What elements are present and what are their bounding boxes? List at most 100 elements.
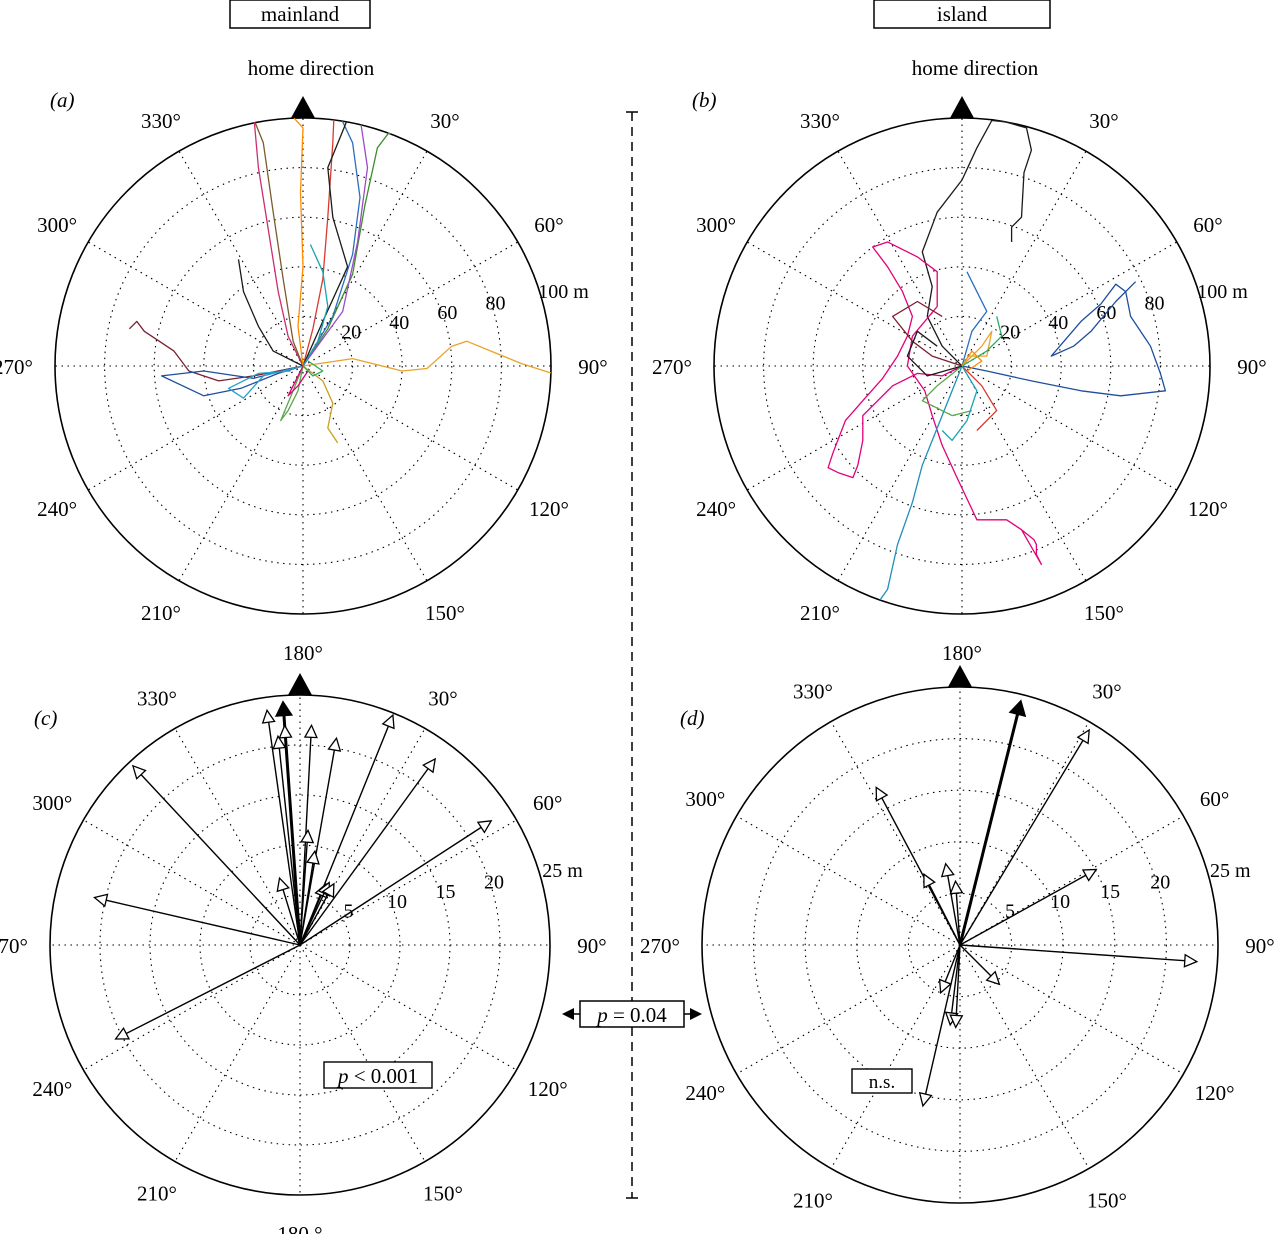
trajectory-9 <box>921 365 973 417</box>
island-title-box: island <box>873 0 1051 29</box>
angle-label-150: 150° <box>1084 601 1124 625</box>
panel-label: (d) <box>680 706 705 730</box>
angle-label-180: 180° <box>283 641 323 665</box>
trajectory-12 <box>128 320 304 382</box>
home-direction-label-left: home direction <box>248 56 375 80</box>
grid-spoke-210 <box>837 365 963 582</box>
grid-ring-20 <box>252 315 354 417</box>
grid-spoke-150 <box>302 365 428 582</box>
radial-tick-label-20: 20 <box>1000 321 1020 343</box>
grid-spoke-330 <box>830 721 961 946</box>
vector-arrowhead-6 <box>327 736 342 752</box>
vector-8 <box>299 768 429 946</box>
angle-label-150: 150° <box>425 601 465 625</box>
angle-label-330: 330° <box>137 686 177 710</box>
grid-ring-40 <box>203 266 403 466</box>
grid-spoke-120 <box>299 944 517 1071</box>
right-arrow-icon <box>690 1008 702 1020</box>
panel-d: (d) 330° 30° 300° 60° 270° 90° 240° 120° 210° 150°… <box>640 665 1275 1234</box>
grid-ring-15 <box>804 789 1116 1101</box>
grid-ring-20 <box>753 738 1167 1152</box>
grid-spoke-240 <box>87 365 304 491</box>
radial-tick-label-10: 10 <box>1050 891 1070 913</box>
radial-tick-label-15: 15 <box>436 881 456 903</box>
angle-label-270: 270° <box>0 934 28 958</box>
angle-label-180: 180 ° <box>277 1222 322 1234</box>
radial-tick-label-5: 5 <box>344 900 354 922</box>
panel-label: (b) <box>692 88 717 112</box>
vector-18 <box>125 944 301 1035</box>
angle-label-330: 330° <box>793 679 833 703</box>
trajectory-2 <box>827 241 1043 566</box>
trajectory-16 <box>227 365 304 399</box>
vector-12 <box>299 893 329 946</box>
vector-12 <box>924 944 961 1095</box>
angle-label-240: 240° <box>696 497 736 521</box>
panel-c: (c) 330° 30° 300° 60° 270° 90° 240° 120° 210° 150°… <box>0 673 607 1234</box>
vector-7 <box>928 884 961 946</box>
mainland-title-box: mainland <box>229 0 371 29</box>
vector-arrowhead-5 <box>303 723 318 739</box>
trajectory-1 <box>921 119 1033 367</box>
grid-spoke-150 <box>961 365 1087 582</box>
angle-label-30: 30° <box>428 686 457 710</box>
angle-label-210: 210° <box>800 601 840 625</box>
radial-tick-label-5: 5 <box>1005 900 1015 922</box>
home-direction-label-right: home direction <box>912 56 1039 80</box>
left-arrow-icon <box>562 1008 574 1020</box>
grid-spoke-30 <box>959 721 1090 946</box>
grid-spoke-150 <box>959 944 1090 1169</box>
vector-15 <box>299 842 308 946</box>
vector-arrowhead-16 <box>131 764 147 780</box>
radial-tick-label-40: 40 <box>389 312 409 334</box>
angle-label-300: 300° <box>37 213 77 237</box>
angle-label-270: 270° <box>652 355 692 379</box>
grid-ring-20 <box>99 744 501 1146</box>
radial-tick-label-20: 20 <box>484 872 504 894</box>
radial-tick-label-40: 40 <box>1048 312 1068 334</box>
radial-tick-label-25: 25 m <box>1210 860 1251 882</box>
angle-label-120: 120° <box>528 1077 568 1101</box>
vector-13 <box>282 889 301 946</box>
stat-text: p < 0.001 <box>336 1064 418 1088</box>
angle-label-90: 90° <box>1245 934 1274 958</box>
angle-label-330: 330° <box>141 109 181 133</box>
panel-label: (c) <box>34 706 57 730</box>
vector-4 <box>284 737 301 946</box>
radial-tick-label-100: 100 m <box>1197 281 1248 303</box>
vector-17 <box>105 899 301 946</box>
grid-spoke-210 <box>178 365 304 582</box>
grid-spoke-330 <box>837 150 963 367</box>
vector-arrowhead-10 <box>938 978 952 995</box>
panel-a: (a) 330° 30° 300° 60° 270° 90° 240° 120° 210° 150°… <box>0 88 608 665</box>
trajectory-4 <box>253 122 304 367</box>
home-direction-marker-icon <box>950 96 974 118</box>
stat-box <box>323 1061 433 1089</box>
trajectory-8 <box>891 300 963 367</box>
comparison-p-value: p = 0.04 <box>562 1000 702 1028</box>
radial-tick-label-25: 25 m <box>542 860 583 882</box>
grid-spoke-60 <box>959 815 1184 946</box>
angle-label-240: 240° <box>32 1077 72 1101</box>
trajectory-15 <box>302 365 339 444</box>
vector-8 <box>955 893 961 946</box>
vector-arrowhead-14 <box>305 849 320 865</box>
home-direction-marker-icon <box>291 96 315 118</box>
angle-label-60: 60° <box>533 791 562 815</box>
radial-tick-label-80: 80 <box>1144 293 1164 315</box>
trajectory-8 <box>302 124 369 367</box>
stat-p-value: < 0.001 <box>348 1064 418 1088</box>
grid-spoke-240 <box>83 944 301 1071</box>
angle-label-60: 60° <box>534 213 563 237</box>
vector-arrowhead-15 <box>300 828 315 844</box>
vector-arrowhead-3 <box>272 734 287 750</box>
vector-9 <box>959 944 992 977</box>
vector-13 <box>955 944 961 1016</box>
angle-label-300: 300° <box>32 791 72 815</box>
grid-ring-20 <box>911 315 1013 417</box>
grid-ring-40 <box>862 266 1062 466</box>
radial-tick-label-10: 10 <box>387 891 407 913</box>
vector-arrowhead-9 <box>985 970 1001 986</box>
trajectory-2 <box>302 132 391 367</box>
